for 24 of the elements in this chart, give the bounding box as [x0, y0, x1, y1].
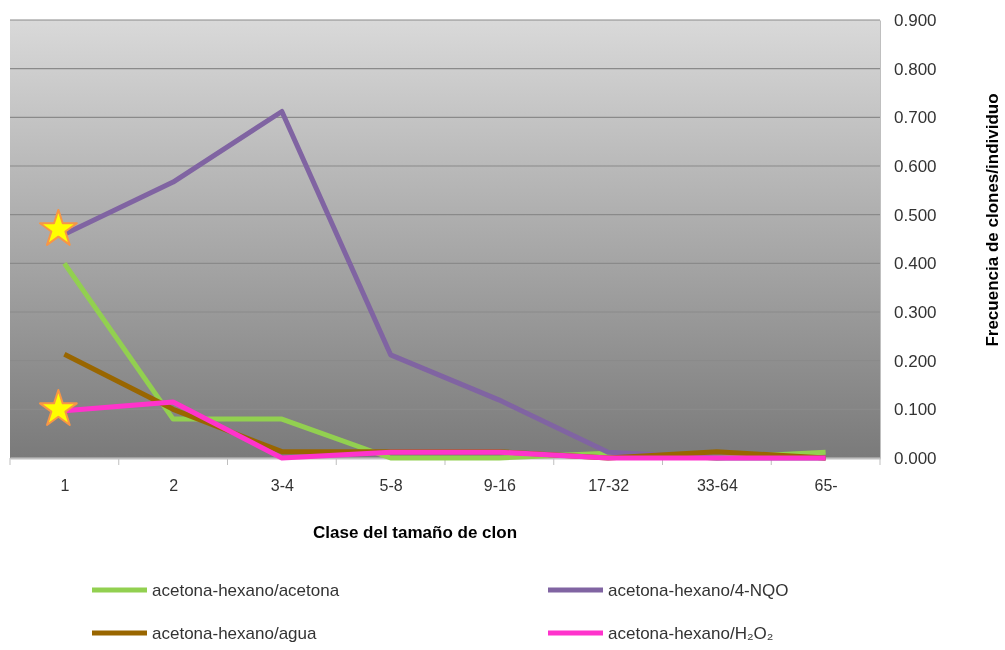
x-tick-label: 65-: [814, 477, 838, 495]
y-tick-label: 0.700: [894, 108, 937, 128]
legend-label: acetona-hexano/agua: [152, 624, 318, 643]
x-tick-label: 5-8: [379, 477, 403, 495]
x-tick-label: 3-4: [270, 477, 295, 495]
y-tick-label: 0.600: [894, 156, 937, 176]
y-tick-label: 0.000: [894, 448, 937, 468]
y-axis-title: Frecuencia de clones/individuo: [983, 93, 1002, 347]
y-tick-label: 0.900: [894, 10, 937, 30]
y-tick-label: 0.800: [894, 59, 937, 79]
legend-label: acetona-hexano/4-NQO: [608, 581, 789, 600]
y-tick-label: 0.500: [894, 205, 937, 225]
x-tick-label: 1: [60, 477, 70, 495]
y-tick-label: 0.200: [894, 351, 937, 371]
legend-label: acetona-hexano/acetona: [152, 581, 340, 600]
y-tick-label: 0.100: [894, 400, 937, 420]
x-tick-label: 2: [169, 477, 179, 495]
y-tick-label: 0.300: [894, 302, 937, 322]
y-tick-label: 0.400: [894, 254, 937, 274]
x-tick-label: 17-32: [588, 477, 630, 495]
x-tick-label: 9-16: [483, 477, 516, 495]
legend-label: acetona-hexano/H₂O₂: [608, 624, 774, 643]
x-tick-label: 33-64: [696, 477, 738, 495]
x-axis-title: Clase del tamaño de clon: [312, 523, 518, 542]
